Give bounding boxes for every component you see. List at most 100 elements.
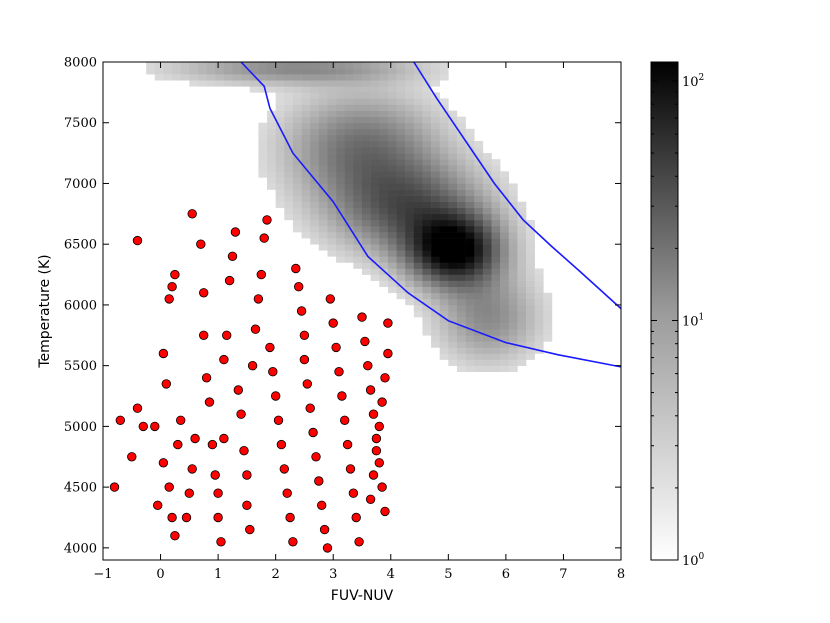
heatmap-cell xyxy=(422,256,432,263)
heatmap-cell xyxy=(310,122,320,130)
heatmap-cell xyxy=(422,122,432,130)
heatmap-cell xyxy=(439,177,449,184)
heatmap-cell xyxy=(431,274,440,281)
y-tick-label: 5500 xyxy=(64,359,97,374)
heatmap-cell xyxy=(517,304,527,312)
heatmap-cell xyxy=(491,280,501,287)
heatmap-cell xyxy=(543,292,553,300)
heatmap-cell xyxy=(275,80,285,87)
heatmap-cell xyxy=(431,116,440,124)
heatmap-cell xyxy=(534,329,544,336)
y-axis: 4000 4500 5000 5500 6000 6500 7000 7500 8000 xyxy=(64,56,621,556)
heatmap-cell xyxy=(387,250,397,257)
heatmap-cell xyxy=(267,171,276,178)
heatmap-cell xyxy=(284,74,294,81)
heatmap-cell xyxy=(500,262,510,269)
heatmap-cell xyxy=(318,98,328,105)
heatmap-cell xyxy=(310,153,320,160)
heatmap-cell xyxy=(439,62,449,69)
heatmap-cell xyxy=(344,244,354,251)
heatmap-cell xyxy=(422,250,432,257)
heatmap-cell xyxy=(387,140,397,148)
heatmap-cell xyxy=(491,165,501,172)
y-tick-label: 7500 xyxy=(64,116,97,131)
heatmap-cell xyxy=(405,122,415,130)
heatmap-cell xyxy=(431,268,440,275)
heatmap-cell xyxy=(284,201,294,209)
heatmap-cell xyxy=(344,98,354,105)
heatmap-cell xyxy=(353,256,363,263)
heatmap-cell xyxy=(439,207,449,215)
heatmap-cell xyxy=(292,183,302,190)
heatmap-cell xyxy=(396,244,406,251)
heatmap-cell xyxy=(491,195,501,202)
heatmap-cell xyxy=(275,98,285,105)
heatmap-cell xyxy=(474,213,484,221)
heatmap-cell xyxy=(500,225,510,233)
heatmap-cell xyxy=(517,347,527,354)
heatmap-cell xyxy=(327,110,337,117)
heatmap-cell xyxy=(336,177,346,184)
heatmap-cell xyxy=(370,274,380,281)
heatmap-cell xyxy=(258,153,268,160)
heatmap-cell xyxy=(396,62,406,69)
heatmap-cell xyxy=(362,62,371,69)
heatmap-cell xyxy=(353,189,363,196)
heatmap-cell xyxy=(275,165,285,172)
heatmap-cell xyxy=(379,128,389,136)
heatmap-cell xyxy=(387,74,397,81)
heatmap-cell xyxy=(387,183,397,190)
heatmap-cell xyxy=(491,256,501,263)
scatter-point xyxy=(319,524,330,535)
heatmap-cell xyxy=(310,225,320,233)
heatmap-cell xyxy=(500,317,510,324)
heatmap-cell xyxy=(482,262,492,269)
heatmap-cell xyxy=(465,304,475,312)
heatmap-cell xyxy=(405,147,415,154)
heatmap-cell xyxy=(396,147,406,154)
scatter-point xyxy=(371,446,382,456)
scatter-point xyxy=(365,385,376,395)
heatmap-cell xyxy=(379,262,389,269)
scatter-point xyxy=(216,537,226,547)
heatmap-cell xyxy=(267,110,276,117)
heatmap-cell xyxy=(405,86,415,93)
heatmap-cell xyxy=(318,213,328,221)
heatmap-cell xyxy=(336,219,346,227)
heatmap-cell xyxy=(431,177,440,184)
heatmap-cell xyxy=(197,74,207,81)
scatter-point xyxy=(213,512,223,523)
heatmap-cell xyxy=(353,110,363,117)
heatmap-cell xyxy=(482,207,492,215)
heatmap-cell xyxy=(344,189,354,196)
heatmap-cell xyxy=(327,98,337,105)
heatmap-cell xyxy=(370,250,380,257)
heatmap-cell xyxy=(344,213,354,221)
heatmap-cell xyxy=(396,250,406,257)
heatmap-cell xyxy=(327,219,337,227)
heatmap-cell xyxy=(310,92,320,99)
heatmap-cell xyxy=(396,262,406,269)
heatmap-cell xyxy=(310,134,320,142)
heatmap-cell xyxy=(413,165,423,172)
heatmap-cell xyxy=(500,329,510,336)
heatmap-cell xyxy=(500,250,510,257)
heatmap-cell xyxy=(500,335,510,342)
heatmap-cell xyxy=(431,98,440,105)
heatmap-cell xyxy=(275,128,285,136)
heatmap-cell xyxy=(500,177,510,184)
heatmap-cell xyxy=(465,250,475,257)
heatmap-cell xyxy=(482,183,492,190)
heatmap-cell xyxy=(405,207,415,215)
heatmap-cell xyxy=(448,122,458,130)
heatmap-cell xyxy=(482,335,492,342)
heatmap-cell xyxy=(422,92,432,99)
heatmap-cell xyxy=(292,165,302,172)
heatmap-cell xyxy=(534,311,544,318)
heatmap-cell xyxy=(474,298,484,306)
heatmap-cell xyxy=(456,195,466,202)
heatmap-cell xyxy=(439,304,449,312)
heatmap-cell xyxy=(267,74,276,81)
heatmap-cell xyxy=(396,122,406,130)
heatmap-cell xyxy=(465,128,475,136)
